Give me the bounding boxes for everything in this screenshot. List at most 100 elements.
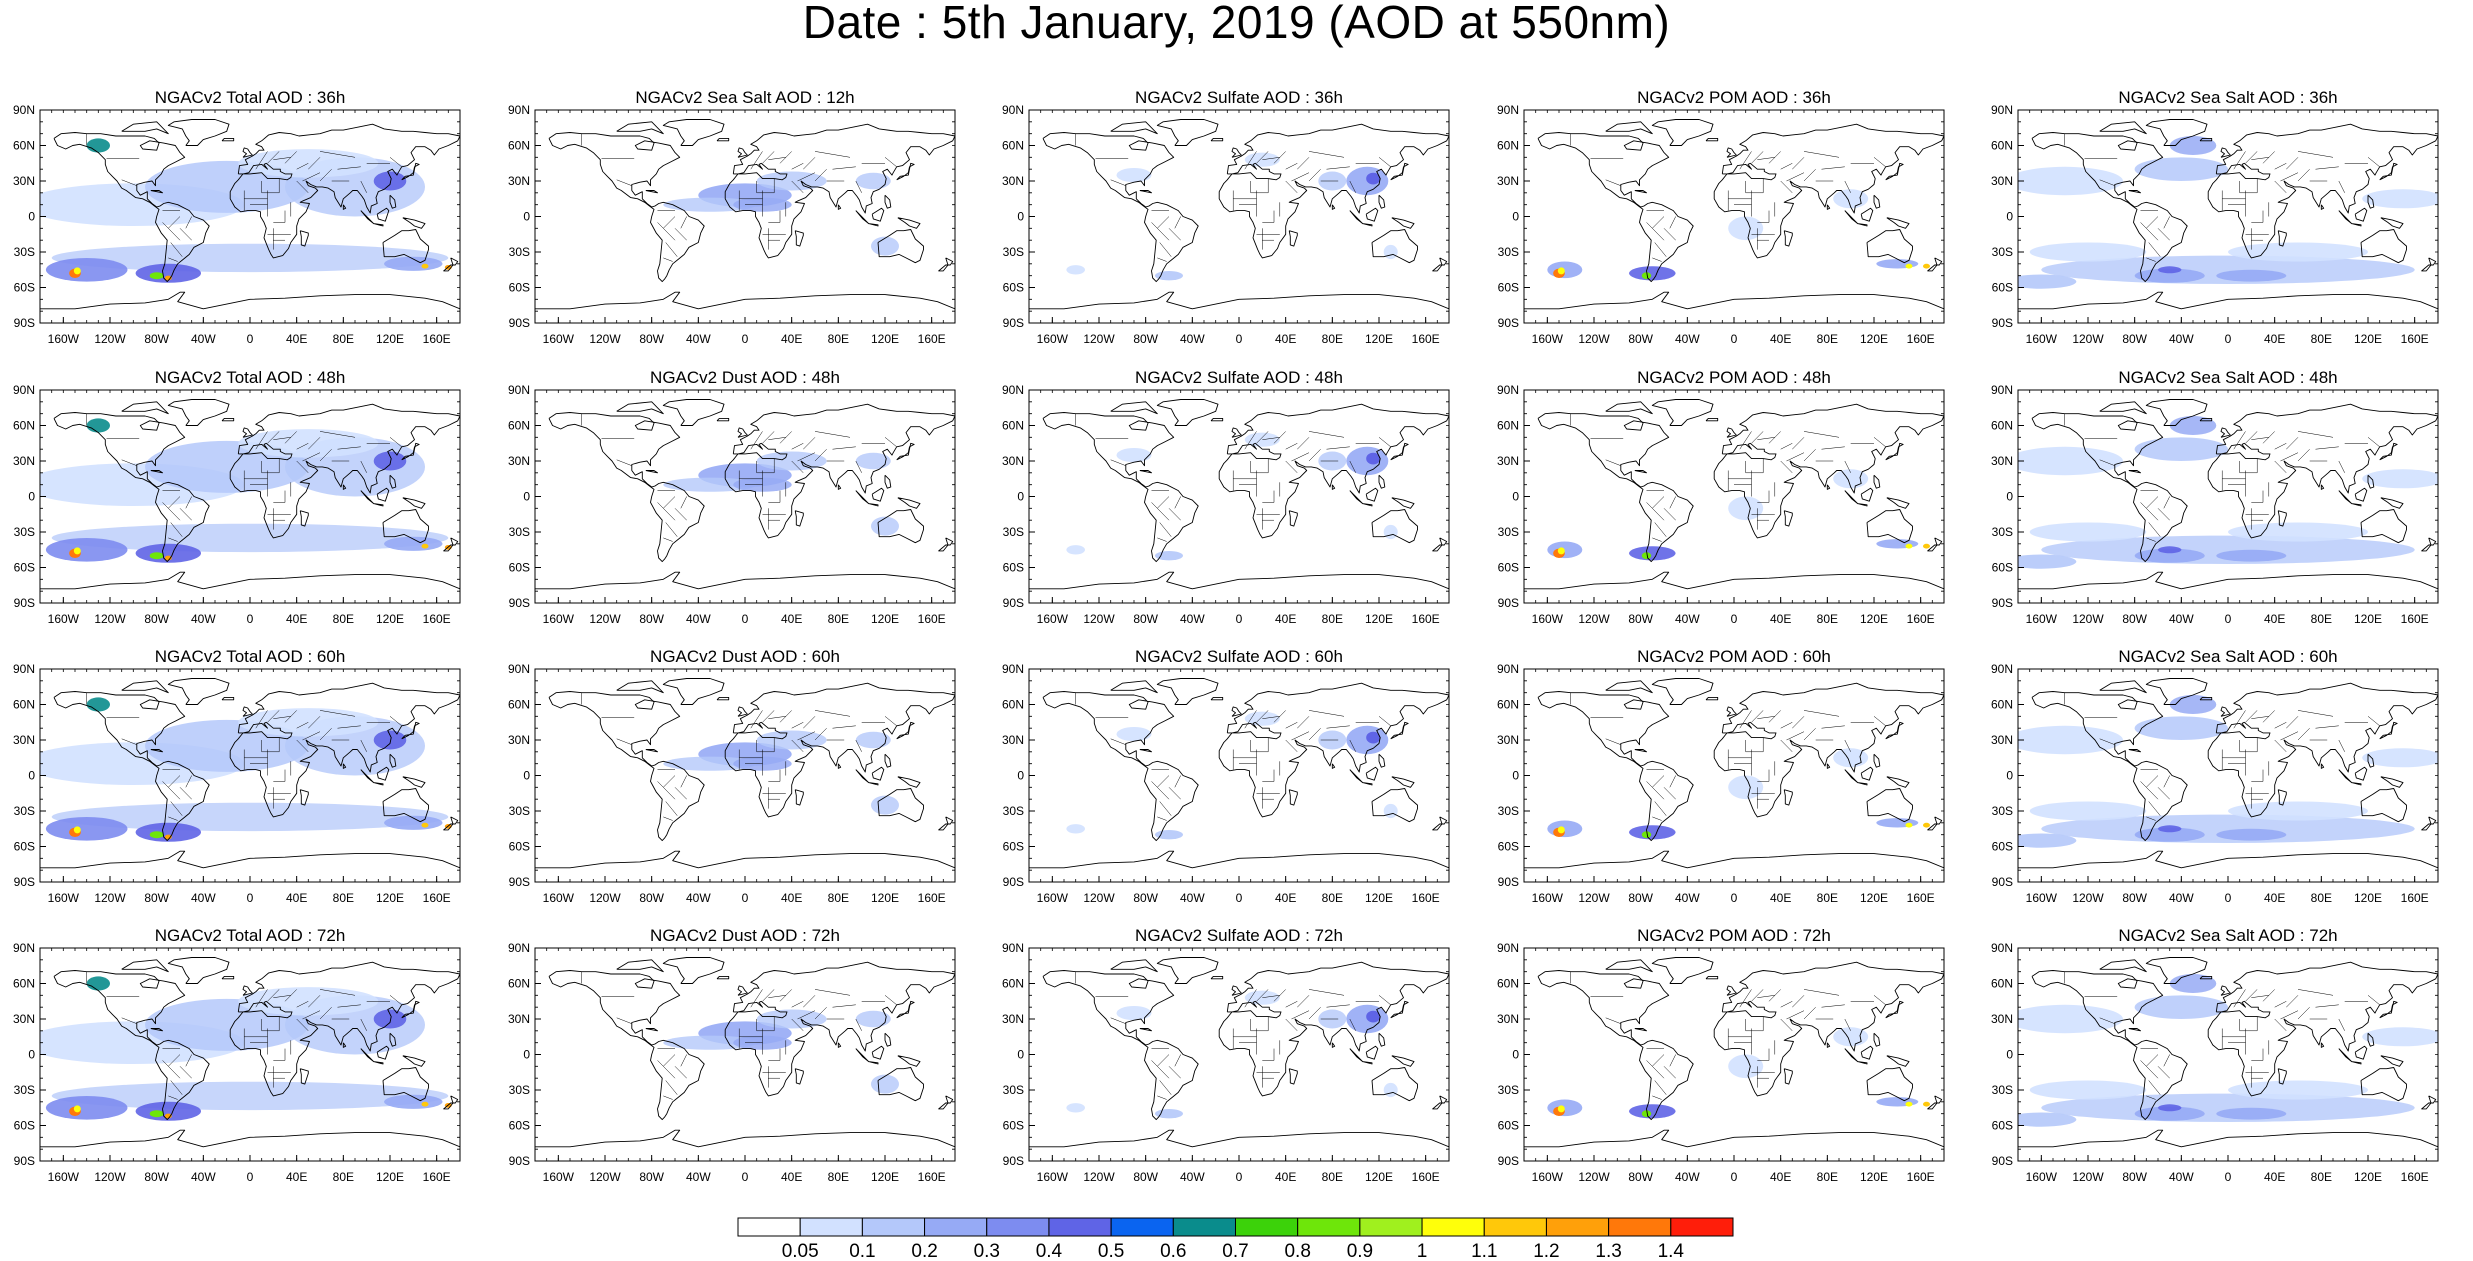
aod-patch xyxy=(1383,524,1398,540)
lon-tick-label: 80W xyxy=(144,332,169,346)
lat-tick-label: 30S xyxy=(1003,525,1024,539)
lat-tick-label: 90N xyxy=(1991,941,2013,955)
lat-tick-label: 90N xyxy=(1991,383,2013,397)
map-panel: NGACv2 Sea Salt AOD : 72h 90N 60N 30N 0 30S 60… xyxy=(1978,926,2473,1208)
aod-patch xyxy=(2134,268,2205,283)
colorbar-label: 0.4 xyxy=(1036,1241,1063,1261)
lon-tick-label: 120E xyxy=(2354,891,2382,905)
lon-tick-label: 160E xyxy=(1907,612,1935,626)
lon-tick-label: 40W xyxy=(1180,891,1205,905)
lat-tick-label: 30N xyxy=(1497,1012,1519,1026)
map-frame xyxy=(1028,389,1450,604)
map-panel: NGACv2 Sulfate AOD : 60h 90N 60N 30N 0 30S 60S… xyxy=(989,647,1489,929)
lat-tick-label: 30S xyxy=(1003,804,1024,818)
aod-patch xyxy=(1629,825,1676,840)
lat-tick-label: 30N xyxy=(1002,733,1024,747)
aod-patch xyxy=(2362,748,2438,768)
world-map: 90N 60N 30N 0 30S 60S 90S 160W 120W 80W 40W 0 40E 80E… xyxy=(1497,383,1945,626)
lat-tick-label: 30N xyxy=(1002,174,1024,188)
lat-tick-label: 0 xyxy=(523,769,530,783)
map-frame xyxy=(1028,947,1450,1162)
lon-tick-label: 160E xyxy=(918,612,946,626)
map-frame xyxy=(1028,668,1450,883)
aod-shading xyxy=(1066,432,1398,561)
lon-tick-label: 120W xyxy=(94,612,126,626)
aod-patch xyxy=(149,272,164,280)
aod-patch xyxy=(1905,263,1913,269)
aod-patch xyxy=(1905,543,1913,549)
coastlines xyxy=(40,957,460,1148)
coastlines xyxy=(1029,119,1449,310)
lon-tick-label: 160E xyxy=(423,891,451,905)
colorbar-swatch xyxy=(1235,1217,1299,1237)
aod-patch xyxy=(1116,727,1152,742)
world-map: 90N 60N 30N 0 30S 60S 90S 160W 120W 80W 40W 0 40E 80E… xyxy=(1991,662,2439,905)
colorbar-label: 0.8 xyxy=(1284,1241,1310,1261)
colorbar: 0.05 0.1 0.2 0.3 0.4 0.5 0.6 0.7 0.8 0.9 1 1.1 1.2 1.… xyxy=(737,1217,1734,1261)
aod-shading xyxy=(1547,469,1930,561)
lon-tick-label: 160W xyxy=(1532,612,1564,626)
lon-tick-label: 160W xyxy=(1037,1170,1069,1184)
aod-patch xyxy=(2018,833,2077,848)
aod-patch xyxy=(149,831,164,839)
country-borders xyxy=(581,692,897,821)
lon-tick-label: 80W xyxy=(1628,1170,1653,1184)
aod-patch xyxy=(1066,824,1085,834)
aod-patch xyxy=(1116,168,1152,183)
lat-tick-label: 60N xyxy=(1002,419,1024,433)
lat-tick-label: 30N xyxy=(1497,174,1519,188)
country-borders xyxy=(2064,971,2380,1100)
lon-tick-label: 40E xyxy=(781,612,802,626)
lon-tick-label: 80W xyxy=(639,891,664,905)
aod-patch xyxy=(86,418,111,433)
lat-tick-label: 60N xyxy=(1002,698,1024,712)
map-panel: NGACv2 Sulfate AOD : 72h 90N 60N 30N 0 30S 60S… xyxy=(989,926,1489,1208)
aod-patch xyxy=(51,243,449,273)
colorbar-swatch xyxy=(861,1217,926,1237)
lat-tick-label: 90S xyxy=(1003,596,1024,610)
world-map: 90N 60N 30N 0 30S 60S 90S 160W 120W 80W 40W 0 40E 80E… xyxy=(1002,383,1450,626)
aod-patch xyxy=(45,258,128,282)
aod-patch xyxy=(2216,828,2287,841)
colorbar-swatch xyxy=(1172,1217,1236,1237)
coastlines xyxy=(1524,399,1944,590)
lon-tick-label: 0 xyxy=(1731,891,1738,905)
coastlines xyxy=(1524,119,1944,310)
lat-tick-label: 0 xyxy=(2006,769,2013,783)
aod-patch xyxy=(1547,1099,1583,1117)
aod-patch xyxy=(1116,448,1152,463)
lon-tick-label: 80W xyxy=(1628,891,1653,905)
coastlines xyxy=(2018,957,2438,1148)
lon-tick-label: 160E xyxy=(1412,891,1440,905)
lat-tick-label: 90S xyxy=(509,316,530,330)
aod-patch xyxy=(149,1110,164,1118)
lon-tick-label: 120W xyxy=(94,332,126,346)
coastlines xyxy=(535,119,955,310)
lon-tick-label: 80E xyxy=(1322,612,1343,626)
coastlines xyxy=(40,119,460,310)
lon-tick-label: 40W xyxy=(191,891,216,905)
lat-tick-label: 60S xyxy=(1003,281,1024,295)
lon-tick-label: 120E xyxy=(871,332,899,346)
lon-tick-label: 40W xyxy=(686,332,711,346)
colorbar-label: 0.9 xyxy=(1347,1241,1373,1261)
lon-tick-label: 160E xyxy=(1907,332,1935,346)
lon-tick-label: 0 xyxy=(1731,1170,1738,1184)
lat-tick-label: 0 xyxy=(1017,210,1024,224)
aod-patch xyxy=(1833,748,1869,768)
map-panel: NGACv2 POM AOD : 72h 90N 60N 30N 0 30S 60S 90S 1… xyxy=(1484,926,1984,1208)
lon-tick-label: 120W xyxy=(589,1170,621,1184)
lat-tick-label: 90S xyxy=(1992,1154,2013,1168)
lat-tick-label: 60N xyxy=(1991,977,2013,991)
aod-patch xyxy=(2041,255,2415,284)
lat-tick-label: 60S xyxy=(14,1119,35,1133)
colorbar-graphic: 0.05 0.1 0.2 0.3 0.4 0.5 0.6 0.7 0.8 0.9 1 1.1 1.2 1.… xyxy=(737,1217,1734,1261)
world-map: 90N 60N 30N 0 30S 60S 90S 160W 120W 80W 40W 0 40E 80E… xyxy=(1991,941,2439,1184)
lat-tick-label: 60N xyxy=(508,139,530,153)
aod-patch xyxy=(51,523,449,553)
lon-tick-label: 120W xyxy=(1578,332,1610,346)
coastlines xyxy=(40,399,460,590)
lon-tick-label: 80E xyxy=(1817,1170,1838,1184)
lon-tick-label: 160W xyxy=(1037,332,1069,346)
lon-tick-label: 160E xyxy=(918,891,946,905)
